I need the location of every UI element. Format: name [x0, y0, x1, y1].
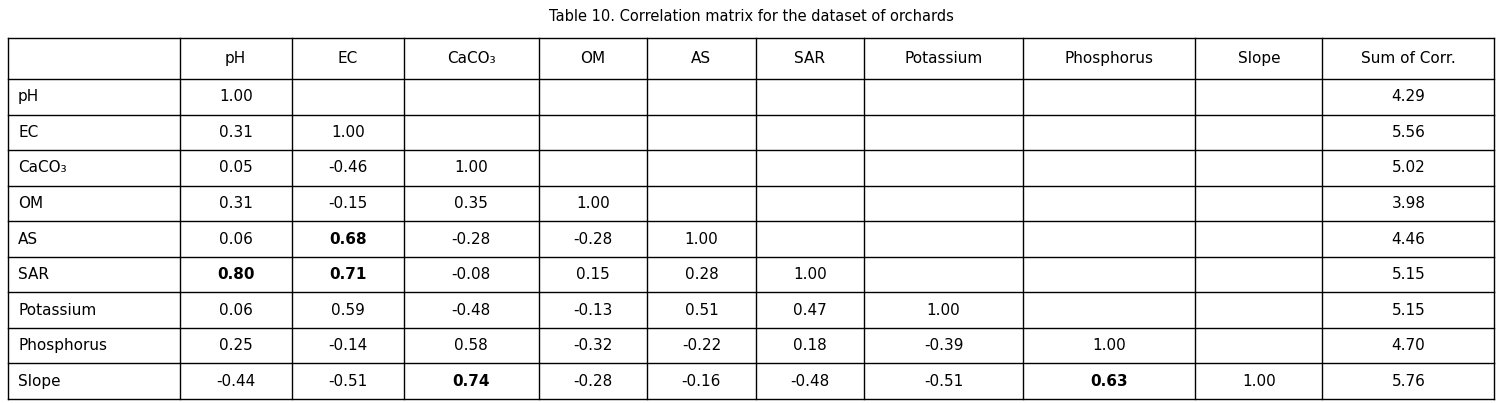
Text: -0.13: -0.13 [574, 303, 613, 318]
Text: -0.51: -0.51 [924, 374, 963, 389]
Text: 1.00: 1.00 [330, 125, 365, 140]
Text: 0.51: 0.51 [685, 303, 718, 318]
Text: 0.05: 0.05 [219, 160, 252, 175]
Text: Table 10. Correlation matrix for the dataset of orchards: Table 10. Correlation matrix for the dat… [548, 8, 954, 23]
Text: -0.28: -0.28 [574, 374, 613, 389]
Text: 5.76: 5.76 [1391, 374, 1425, 389]
Text: AS: AS [691, 51, 712, 66]
Text: 1.00: 1.00 [1092, 338, 1126, 353]
Text: Potassium: Potassium [18, 303, 96, 318]
Text: -0.08: -0.08 [452, 267, 491, 282]
Text: 4.46: 4.46 [1391, 232, 1425, 247]
Text: -0.46: -0.46 [329, 160, 368, 175]
Text: Sum of Corr.: Sum of Corr. [1361, 51, 1455, 66]
Text: 0.06: 0.06 [219, 232, 252, 247]
Text: CaCO₃: CaCO₃ [448, 51, 496, 66]
Text: OM: OM [580, 51, 605, 66]
Text: 0.68: 0.68 [329, 232, 366, 247]
Text: 3.98: 3.98 [1391, 196, 1425, 211]
Text: 1.00: 1.00 [577, 196, 610, 211]
Text: SAR: SAR [18, 267, 50, 282]
Text: Phosphorus: Phosphorus [18, 338, 107, 353]
Text: 0.74: 0.74 [452, 374, 490, 389]
Text: 0.31: 0.31 [219, 125, 252, 140]
Text: pH: pH [18, 89, 39, 104]
Text: EC: EC [18, 125, 38, 140]
Text: 1.00: 1.00 [455, 160, 488, 175]
Text: 0.80: 0.80 [216, 267, 254, 282]
Text: 1.00: 1.00 [219, 89, 252, 104]
Text: -0.15: -0.15 [329, 196, 368, 211]
Text: 4.29: 4.29 [1391, 89, 1425, 104]
Text: 5.15: 5.15 [1391, 267, 1425, 282]
Text: -0.44: -0.44 [216, 374, 255, 389]
Text: AS: AS [18, 232, 38, 247]
Text: 0.06: 0.06 [219, 303, 252, 318]
Text: -0.14: -0.14 [329, 338, 368, 353]
Text: -0.48: -0.48 [790, 374, 829, 389]
Text: 1.00: 1.00 [1242, 374, 1275, 389]
Text: 0.63: 0.63 [1090, 374, 1128, 389]
Text: SAR: SAR [795, 51, 826, 66]
Text: Slope: Slope [1238, 51, 1280, 66]
Text: -0.28: -0.28 [574, 232, 613, 247]
Text: 1.00: 1.00 [685, 232, 718, 247]
Text: 4.70: 4.70 [1391, 338, 1425, 353]
Text: 5.56: 5.56 [1391, 125, 1425, 140]
Text: -0.22: -0.22 [682, 338, 721, 353]
Text: 0.58: 0.58 [455, 338, 488, 353]
Text: -0.28: -0.28 [452, 232, 491, 247]
Text: 0.31: 0.31 [219, 196, 252, 211]
Text: pH: pH [225, 51, 246, 66]
Text: Potassium: Potassium [904, 51, 982, 66]
Text: -0.32: -0.32 [574, 338, 613, 353]
Text: -0.16: -0.16 [682, 374, 721, 389]
Text: -0.39: -0.39 [924, 338, 963, 353]
Text: 5.15: 5.15 [1391, 303, 1425, 318]
Text: 1.00: 1.00 [927, 303, 960, 318]
Text: 0.18: 0.18 [793, 338, 826, 353]
Text: 0.25: 0.25 [219, 338, 252, 353]
Text: -0.51: -0.51 [329, 374, 368, 389]
Text: 0.15: 0.15 [577, 267, 610, 282]
Text: CaCO₃: CaCO₃ [18, 160, 66, 175]
Text: 0.47: 0.47 [793, 303, 826, 318]
Text: Phosphorus: Phosphorus [1065, 51, 1154, 66]
Text: 1.00: 1.00 [793, 267, 826, 282]
Text: 0.28: 0.28 [685, 267, 718, 282]
Text: OM: OM [18, 196, 44, 211]
Text: 5.02: 5.02 [1391, 160, 1425, 175]
Text: EC: EC [338, 51, 357, 66]
Text: Slope: Slope [18, 374, 60, 389]
Text: 0.59: 0.59 [330, 303, 365, 318]
Text: -0.48: -0.48 [452, 303, 491, 318]
Text: 0.71: 0.71 [329, 267, 366, 282]
Text: 0.35: 0.35 [455, 196, 488, 211]
